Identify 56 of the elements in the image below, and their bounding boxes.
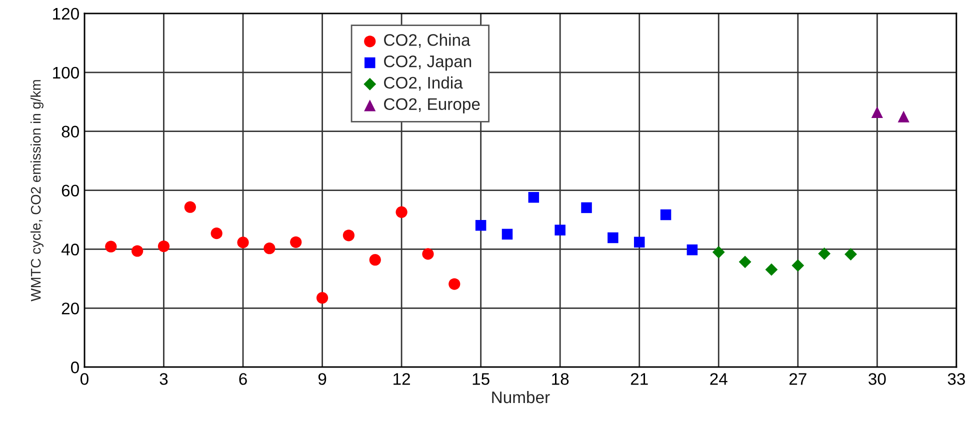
point <box>554 224 566 236</box>
point <box>871 106 883 118</box>
point <box>581 202 592 214</box>
y-tick-label: 60 <box>62 184 79 196</box>
point <box>132 245 144 257</box>
point <box>158 240 170 252</box>
x-tick-label: 12 <box>394 373 410 385</box>
point <box>105 240 117 252</box>
point <box>184 201 196 213</box>
legend-label: CO2, Japan <box>384 55 472 71</box>
legend-label: CO2, India <box>384 76 463 91</box>
y-tick-label: 40 <box>61 244 79 256</box>
point <box>316 292 328 304</box>
point <box>712 246 725 258</box>
x-tick-label: 33 <box>948 373 965 385</box>
point <box>608 232 618 244</box>
y-tick-label: 80 <box>62 126 79 138</box>
point <box>290 236 302 248</box>
legend-label: CO2, China <box>384 34 470 48</box>
point <box>448 278 460 290</box>
x-tick-label: 24 <box>710 373 728 385</box>
legend-label: CO2, Europe <box>384 98 480 114</box>
point <box>634 236 645 248</box>
point <box>660 209 672 220</box>
point <box>422 248 434 260</box>
x-tick-label: 30 <box>868 373 886 385</box>
x-tick-label: 3 <box>160 373 168 385</box>
point <box>396 206 408 218</box>
point <box>528 192 540 203</box>
point <box>502 228 513 240</box>
point <box>210 228 222 240</box>
point <box>369 254 381 266</box>
point <box>686 244 698 256</box>
x-tick-label: 27 <box>789 373 806 385</box>
x-tick-label: 6 <box>239 373 247 385</box>
y-axis-title: WMTC cycle, CO2 emission in g/km <box>30 80 44 302</box>
x-tick-label: 15 <box>472 373 490 385</box>
point <box>738 256 752 268</box>
point <box>844 248 857 260</box>
point <box>818 247 831 260</box>
point <box>264 242 276 254</box>
point <box>792 259 804 272</box>
y-tick-label: 120 <box>53 8 79 20</box>
x-tick-label: 9 <box>318 373 326 385</box>
y-tick-label: 0 <box>71 362 79 374</box>
point <box>898 110 910 122</box>
point <box>765 263 778 276</box>
x-axis-title: Number <box>492 390 550 404</box>
y-tick-label: 20 <box>62 302 79 314</box>
x-tick-label: 18 <box>552 373 569 385</box>
point <box>475 220 486 231</box>
y-tick-label: 100 <box>53 66 79 79</box>
point <box>237 236 249 248</box>
point <box>342 230 355 242</box>
x-tick-label: 21 <box>630 373 648 385</box>
x-tick-label: 0 <box>80 373 88 385</box>
